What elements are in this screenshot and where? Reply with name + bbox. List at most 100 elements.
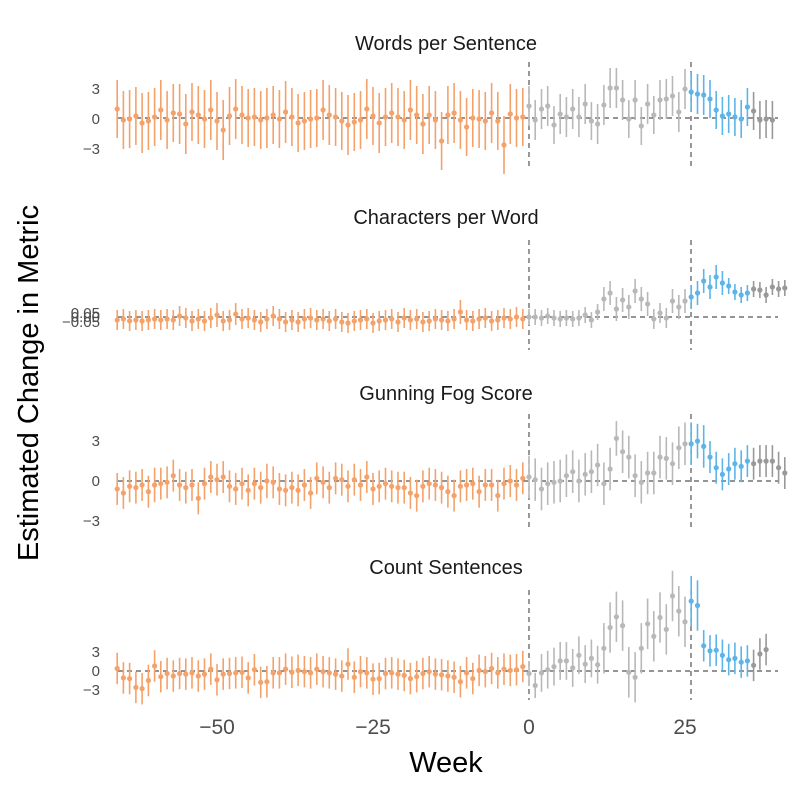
estimate-point: [220, 474, 226, 480]
estimate-point: [676, 445, 682, 451]
estimate-point: [669, 593, 676, 599]
estimate-point: [270, 112, 276, 118]
estimate-point: [345, 320, 351, 326]
estimate-point: [464, 124, 470, 130]
estimate-point: [651, 316, 657, 322]
estimate-point: [563, 658, 570, 664]
estimate-point: [688, 598, 694, 604]
estimate-point: [114, 106, 120, 112]
estimate-point: [595, 462, 601, 468]
estimate-point: [601, 645, 607, 651]
estimate-point: [663, 455, 669, 461]
estimate-point: [164, 670, 170, 677]
estimate-point: [426, 669, 432, 675]
estimate-point: [682, 619, 688, 625]
estimate-point: [364, 316, 370, 322]
estimate-point: [545, 481, 551, 487]
y-tick-label: −0.05: [62, 314, 100, 331]
estimate-point: [189, 109, 195, 115]
estimate-point: [607, 624, 613, 631]
estimate-point: [220, 671, 226, 677]
estimate-point: [251, 667, 257, 673]
estimate-point: [645, 301, 651, 307]
estimate-point: [152, 663, 158, 669]
estimate-point: [258, 679, 264, 685]
estimate-point: [395, 671, 401, 677]
y-tick-label: 0.05: [71, 305, 100, 322]
estimate-point: [164, 117, 170, 123]
estimate-point: [570, 316, 576, 322]
estimate-point: [576, 114, 582, 120]
estimate-point: [707, 454, 713, 460]
estimate-point: [645, 101, 651, 107]
estimate-point: [351, 119, 357, 125]
estimate-point: [245, 315, 251, 321]
estimate-point: [145, 489, 151, 495]
estimate-point: [201, 671, 208, 677]
estimate-point: [395, 319, 401, 325]
estimate-point: [726, 657, 732, 663]
estimate-point: [127, 483, 133, 489]
estimate-point: [333, 671, 339, 677]
estimate-point: [345, 661, 351, 667]
estimate-point: [557, 111, 563, 117]
estimate-point: [139, 686, 145, 692]
estimate-point: [657, 97, 663, 103]
estimate-point: [713, 647, 719, 653]
estimate-point: [570, 106, 576, 112]
estimate-point: [139, 318, 145, 324]
estimate-point: [632, 288, 638, 294]
errorbar-series: [114, 68, 776, 174]
estimate-point: [120, 117, 126, 123]
estimate-point: [588, 118, 595, 124]
estimate-point: [719, 113, 726, 119]
estimate-point: [570, 469, 576, 475]
estimate-point: [270, 479, 276, 485]
estimate-point: [601, 102, 607, 108]
estimate-point: [595, 662, 601, 668]
estimate-point: [651, 112, 657, 118]
estimate-point: [632, 97, 638, 103]
estimate-point: [432, 671, 438, 677]
estimate-point: [495, 493, 501, 499]
y-tick-label: −3: [83, 682, 100, 699]
estimate-point: [326, 485, 332, 491]
estimate-point: [339, 118, 345, 124]
y-tick-label: −3: [83, 141, 100, 158]
estimate-point: [276, 316, 282, 322]
estimate-point: [470, 115, 476, 121]
estimate-point: [420, 121, 426, 127]
estimate-point: [545, 103, 551, 109]
estimate-point: [320, 669, 326, 675]
y-tick-label: 0: [92, 473, 100, 490]
estimate-point: [482, 315, 488, 321]
estimate-point: [245, 675, 251, 681]
estimate-point: [133, 113, 139, 119]
estimate-point: [638, 479, 644, 485]
estimate-point: [482, 669, 488, 675]
estimate-point: [183, 315, 189, 321]
estimate-point: [251, 317, 257, 323]
estimate-point: [239, 481, 245, 487]
panel-gunning-fog-score: Gunning Fog Score 3 0 −3: [83, 383, 788, 530]
estimate-point: [376, 318, 382, 324]
estimate-point: [289, 317, 295, 323]
estimate-point: [183, 485, 189, 491]
estimate-point: [482, 118, 488, 124]
estimate-point: [613, 614, 620, 620]
estimate-point: [557, 478, 563, 484]
estimate-point: [669, 298, 676, 304]
estimate-point: [251, 481, 257, 487]
estimate-point: [208, 107, 214, 113]
estimate-point: [626, 304, 632, 310]
estimate-point: [208, 666, 214, 672]
estimate-point: [732, 655, 738, 662]
estimate-point: [420, 483, 426, 489]
estimate-point: [445, 318, 451, 324]
estimate-point: [757, 458, 763, 464]
estimate-point: [744, 458, 751, 464]
errorbar-series: [114, 265, 788, 333]
estimate-point: [189, 482, 195, 488]
estimate-point: [357, 117, 364, 123]
estimate-point: [183, 671, 189, 677]
